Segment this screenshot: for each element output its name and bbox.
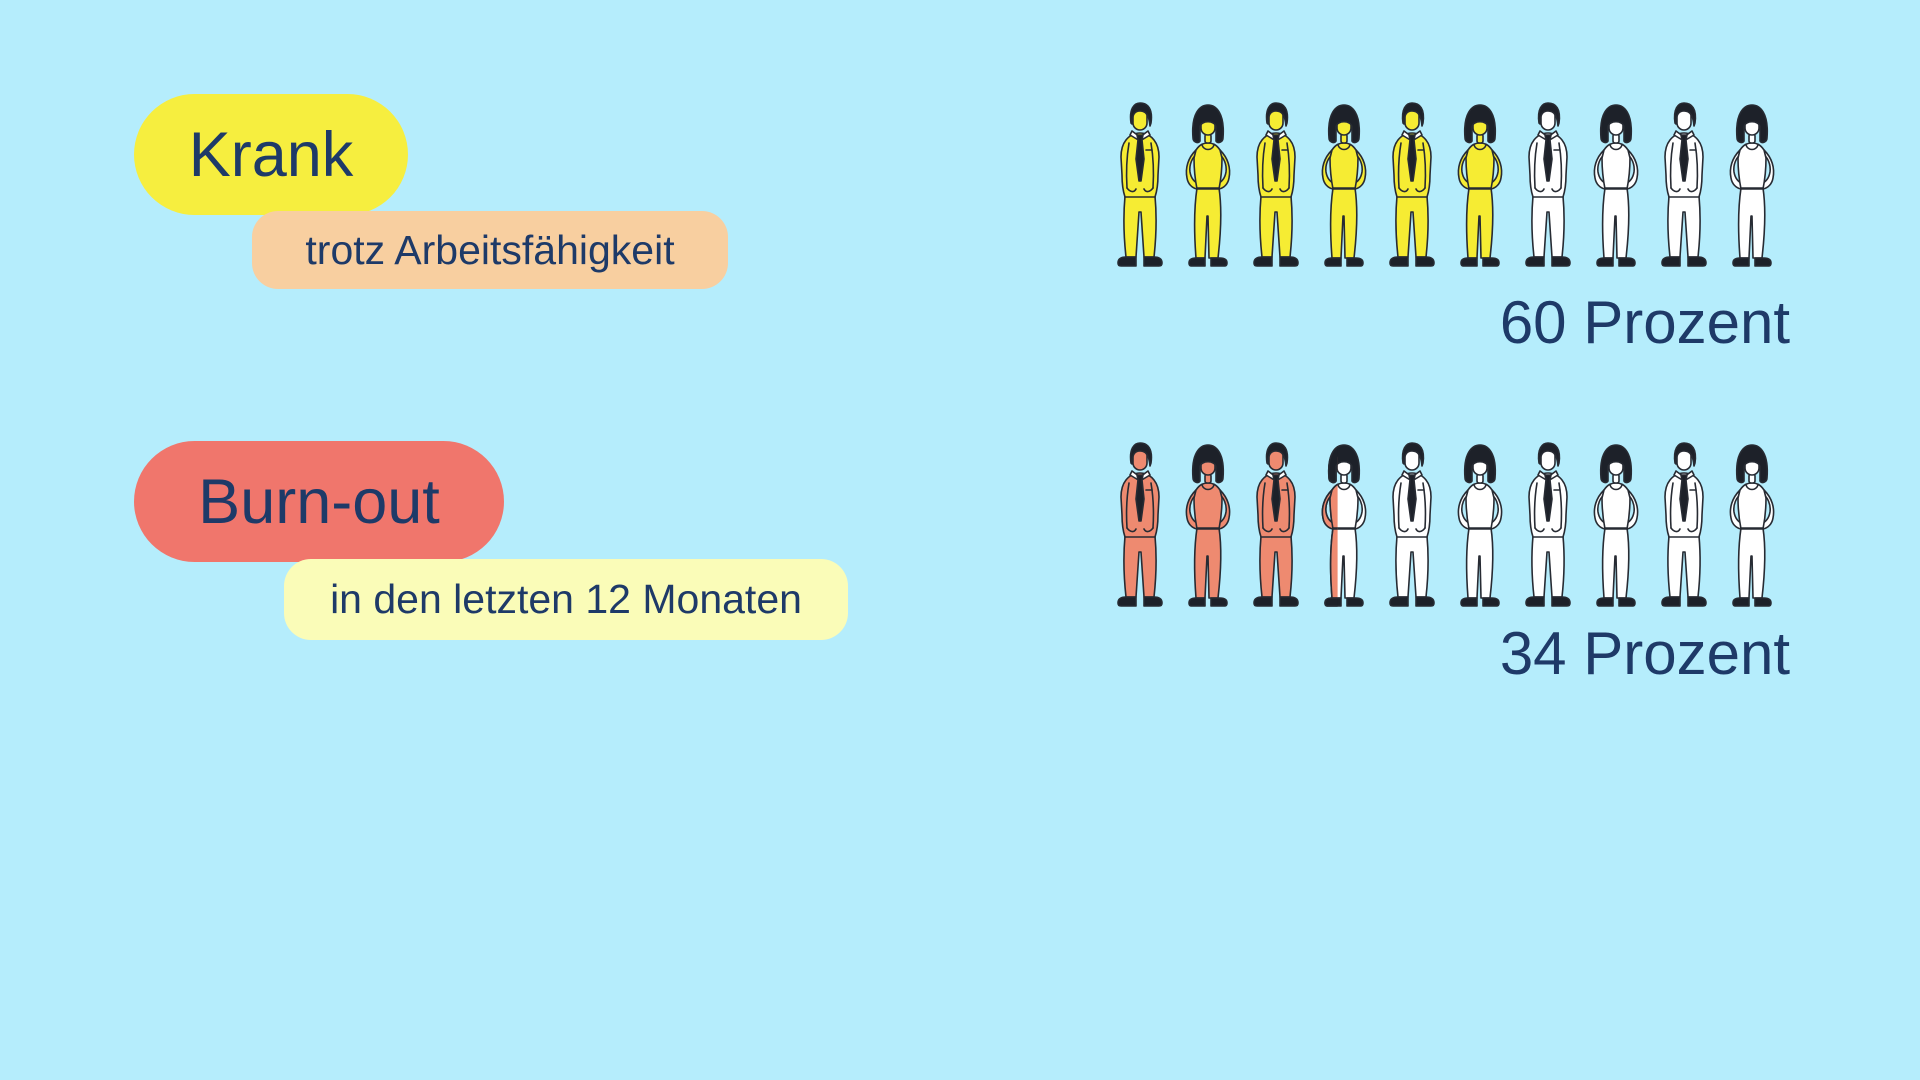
burnout-label: Burn-out [198,466,440,537]
woman-figure-filled-icon [1176,440,1240,612]
woman-figure-empty-icon [1720,100,1784,272]
figure-row-1 [1108,440,1784,612]
man-figure-empty-icon [1516,440,1580,612]
man-figure-filled-icon [1244,440,1308,612]
woman-figure-empty-icon [1584,440,1648,612]
woman-figure-filled-icon [1312,100,1376,272]
man-figure-filled-icon [1108,100,1172,272]
man-figure-filled-icon [1380,100,1444,272]
woman-figure-filled-icon [1176,100,1240,272]
krank-sublabel: trotz Arbeitsfähigkeit [305,226,675,273]
krank-percent-label: 60 Prozent [1499,289,1790,356]
man-figure-empty-icon [1652,100,1716,272]
man-figure-filled-icon [1244,100,1308,272]
woman-figure-empty-icon [1584,100,1648,272]
woman-figure-empty-icon [1448,440,1512,612]
woman-figure-partial-icon [1312,440,1376,612]
burnout-pill: Burn-out [134,441,504,562]
krank-pill: Krank [134,94,408,215]
man-figure-empty-icon [1380,440,1444,612]
man-figure-filled-icon [1108,440,1172,612]
figure-row-0 [1108,100,1784,272]
krank-sub-pill: trotz Arbeitsfähigkeit [252,211,728,289]
man-figure-empty-icon [1652,440,1716,612]
burnout-percent-label: 34 Prozent [1499,620,1790,687]
krank-label: Krank [188,119,354,190]
man-figure-empty-icon [1516,100,1580,272]
woman-figure-empty-icon [1720,440,1784,612]
burnout-sub-pill: in den letzten 12 Monaten [284,559,848,640]
woman-figure-filled-icon [1448,100,1512,272]
burnout-sublabel: in den letzten 12 Monaten [330,576,802,622]
